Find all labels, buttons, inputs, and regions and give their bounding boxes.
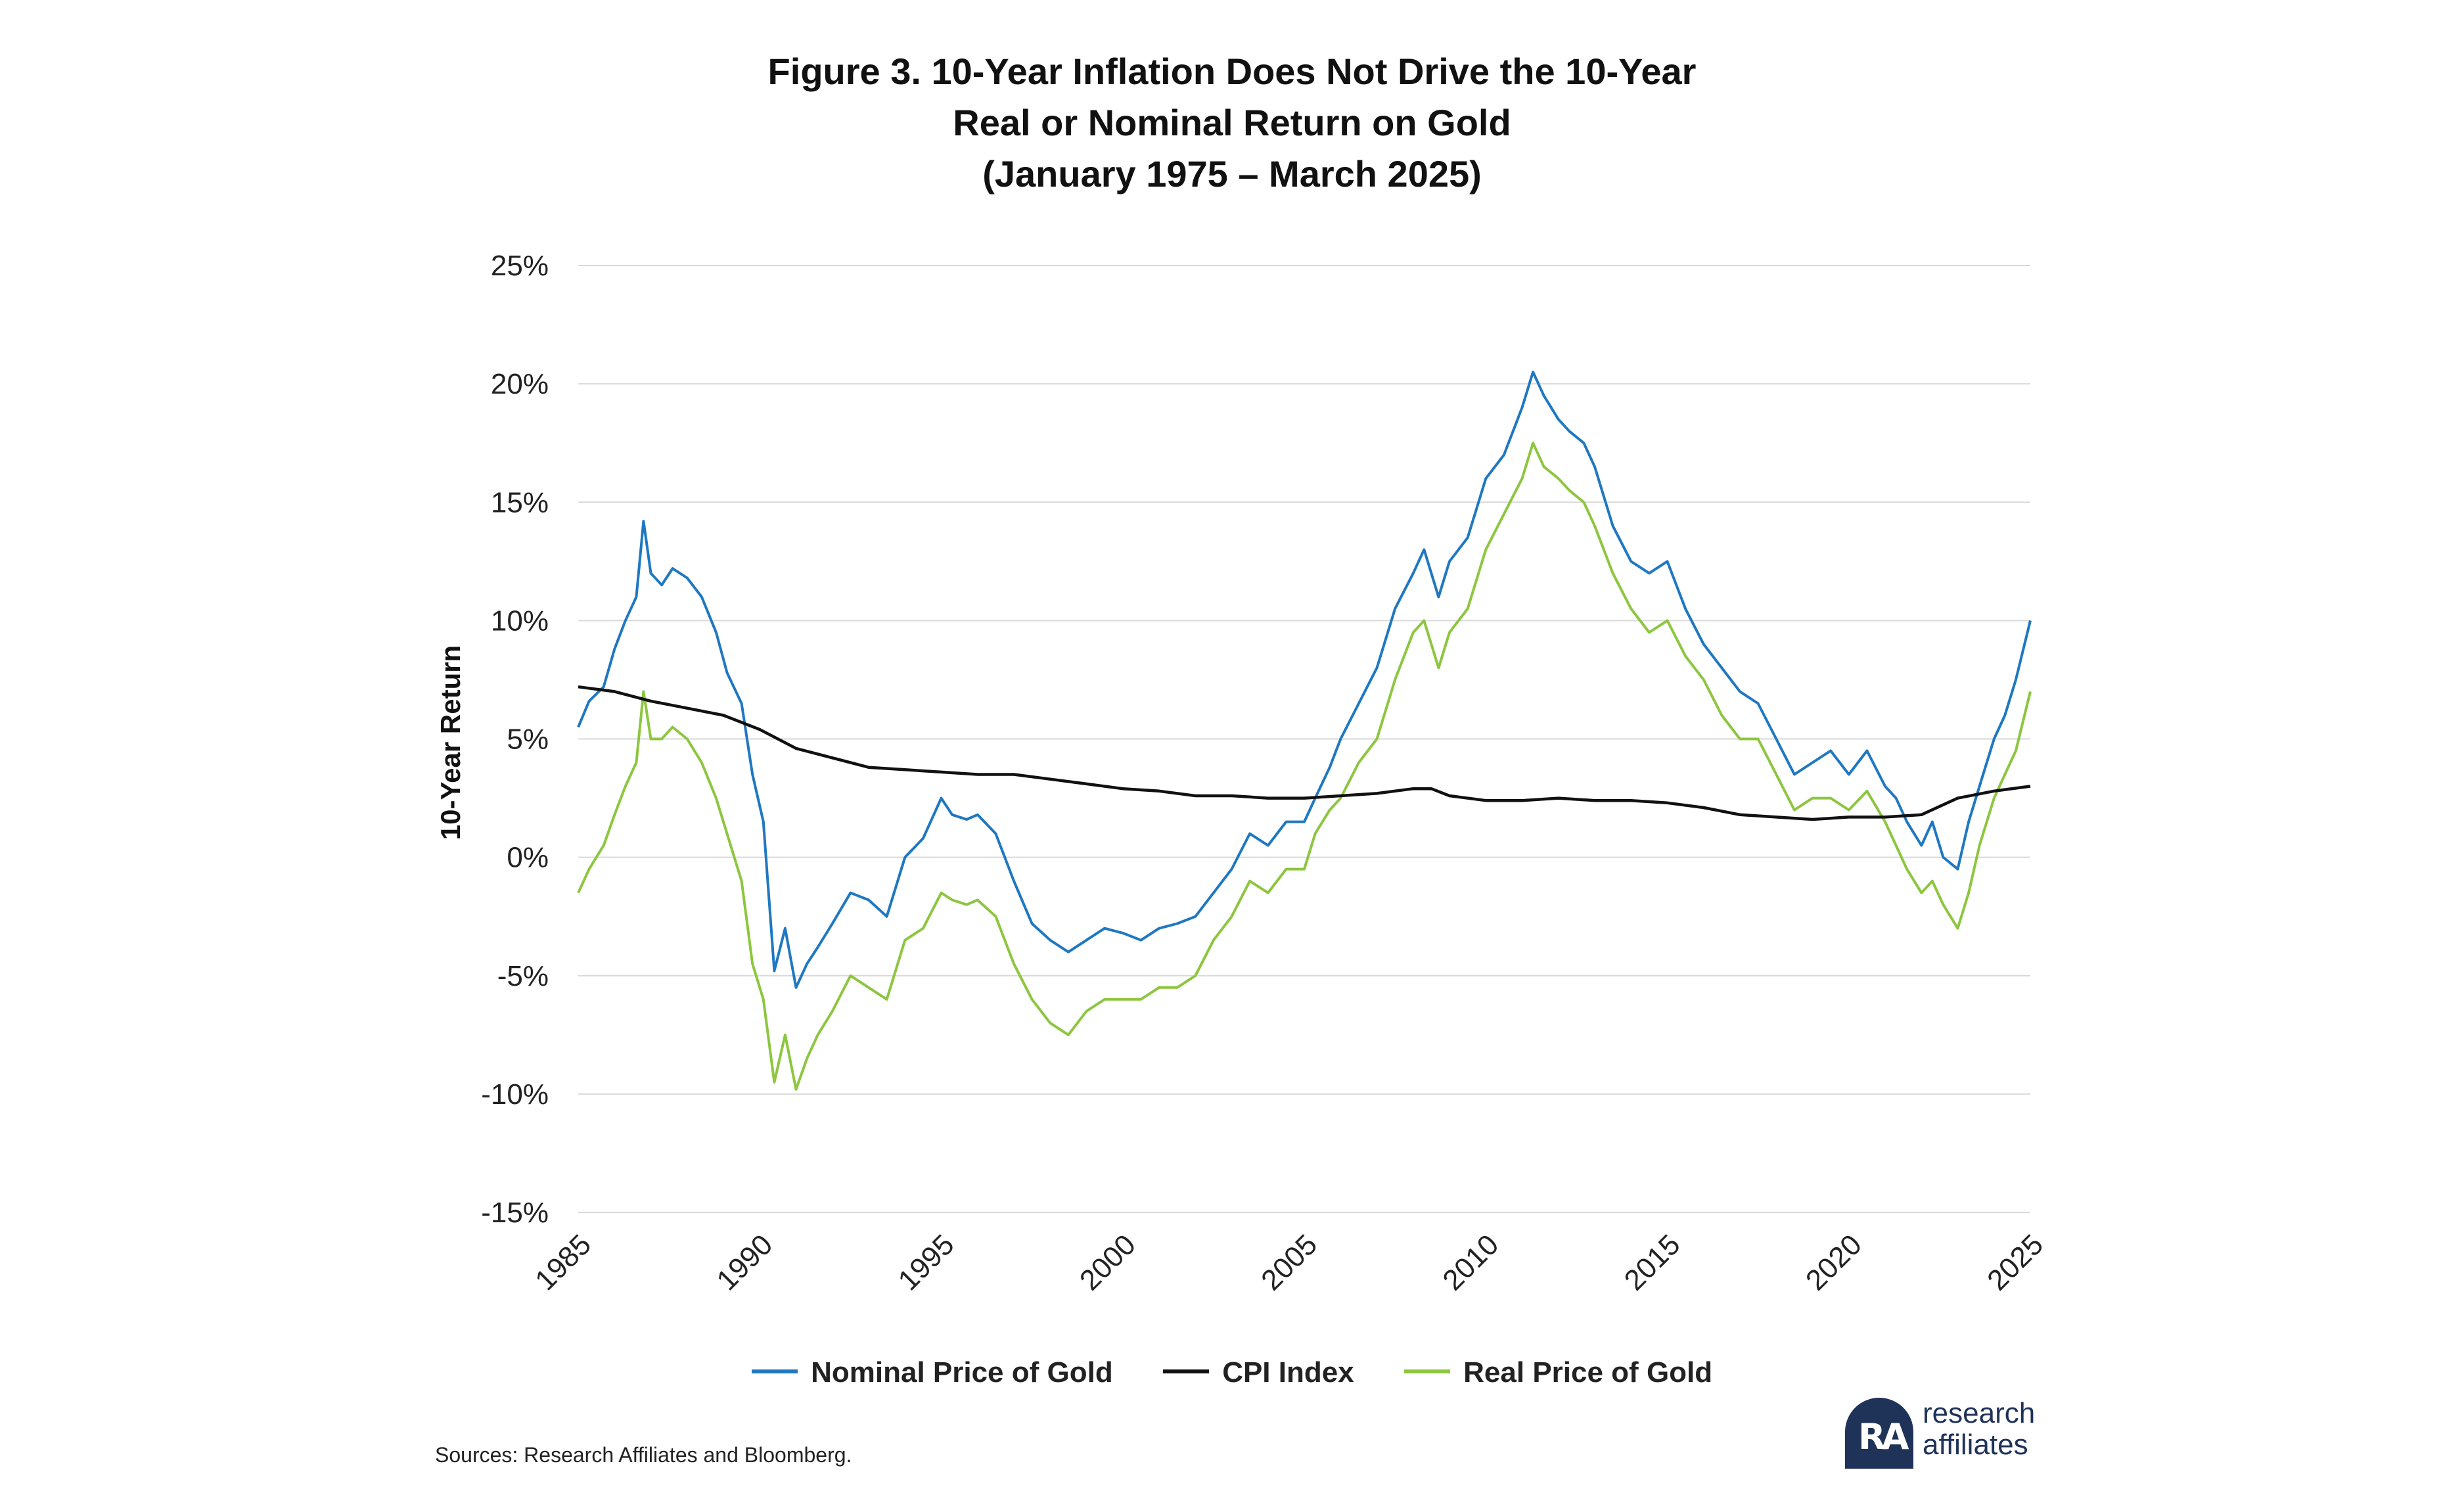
x-tick-label: 1990: [710, 1228, 779, 1297]
x-tick-label: 2020: [1800, 1228, 1868, 1297]
legend-swatch-nominal: [751, 1369, 798, 1374]
y-tick-label: 25%: [491, 250, 549, 282]
logo-mark-icon: RA: [1845, 1398, 1913, 1469]
real-price-of-gold-line: [577, 442, 2032, 1091]
legend-label-nominal: Nominal Price of Gold: [811, 1356, 1113, 1389]
research-affiliates-logo: RA research affiliates: [1845, 1395, 2042, 1474]
grid-lines: [578, 265, 2030, 1213]
logo-text-line-2: affiliates: [1923, 1429, 2028, 1461]
legend-item-nominal: Nominal Price of Gold: [751, 1356, 1113, 1389]
x-axis-tick-labels: 1985 1990 1995 2000 2005 2010 2015 2020 2025: [529, 1228, 2049, 1297]
sources-note: Sources: Research Affiliates and Bloombe…: [435, 1443, 852, 1467]
y-tick-label: 15%: [491, 486, 549, 518]
legend-label-cpi: CPI Index: [1222, 1356, 1354, 1389]
y-tick-label: -5%: [497, 960, 549, 992]
legend: Nominal Price of Gold CPI Index Real Pri…: [0, 1356, 2464, 1389]
logo-mark-letters: RA: [1858, 1416, 1909, 1458]
y-axis-label: 10-Year Return: [435, 645, 466, 840]
y-tick-label: 10%: [491, 605, 549, 637]
chart-title-line-1: Figure 3. 10-Year Inflation Does Not Dri…: [767, 51, 1697, 92]
legend-item-real: Real Price of Gold: [1403, 1356, 1713, 1389]
x-tick-label: 2025: [1981, 1228, 2049, 1297]
x-tick-label: 1985: [529, 1228, 597, 1297]
y-tick-label: 20%: [491, 368, 549, 400]
x-tick-label: 2000: [1074, 1228, 1142, 1297]
logo-text-line-1: research: [1923, 1397, 2036, 1429]
y-tick-label: 0%: [507, 842, 549, 874]
y-axis-tick-labels: -15% -10% -5% 0% 5% 10% 15% 20% 25%: [481, 250, 549, 1229]
y-tick-label: -15%: [481, 1197, 549, 1229]
x-tick-label: 2015: [1618, 1228, 1687, 1297]
x-tick-label: 2005: [1255, 1228, 1323, 1297]
legend-swatch-cpi: [1162, 1369, 1209, 1374]
x-tick-label: 1995: [892, 1228, 961, 1297]
chart-title-line-3: (January 1975 – March 2025): [982, 153, 1482, 195]
chart-title-line-2: Real or Nominal Return on Gold: [953, 102, 1511, 143]
x-tick-label: 2010: [1436, 1228, 1505, 1297]
legend-swatch-real: [1403, 1369, 1450, 1374]
cpi-index-line: [578, 685, 2031, 821]
nominal-price-of-gold-line: [577, 371, 2032, 989]
legend-label-real: Real Price of Gold: [1463, 1356, 1713, 1389]
chart-title: Figure 3. 10-Year Inflation Does Not Dri…: [0, 46, 2464, 200]
series-lines: [577, 371, 2032, 1091]
y-tick-label: -10%: [481, 1078, 549, 1111]
y-tick-label: 5%: [507, 724, 549, 756]
legend-item-cpi: CPI Index: [1162, 1356, 1354, 1389]
logo-text: research affiliates: [1923, 1398, 2035, 1461]
